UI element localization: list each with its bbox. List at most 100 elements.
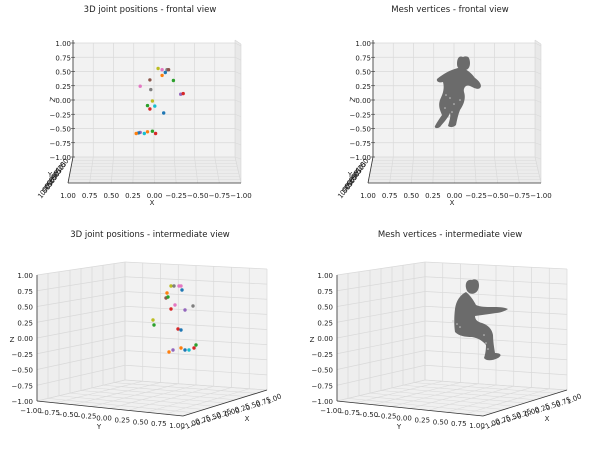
joint-point [163,70,167,75]
z-tick-label: −0.25 [350,111,371,119]
y-tick-label: −1.00 [20,407,41,415]
y-tick-label: 0.00 [396,415,412,423]
z-tick-label: −0.25 [312,351,333,359]
joint-point [165,291,169,295]
plot-3d-intermediate[interactable]: 1.000.750.500.250.00−0.25−0.50−0.75−1.00… [300,225,600,450]
z-tick-label: 0.50 [55,69,71,77]
y-tick-label: −0.50 [357,411,378,419]
joint-point [138,84,142,88]
joint-point [149,87,153,92]
joint-point [148,78,152,82]
y-tick-label: 0.50 [433,418,449,426]
z-tick-label: 0.00 [317,335,333,343]
z-tick-label: 1.00 [355,40,371,48]
z-axis-label: Z [349,96,358,102]
plot-3d-frontal[interactable]: 1.000.750.500.250.00−0.25−0.50−0.75−1.00… [300,0,600,225]
y-tick-label: 0.50 [133,418,149,426]
z-tick-label: 0.50 [317,304,333,312]
x-tick-label: 0.25 [425,192,441,200]
joint-point [148,107,152,111]
z-tick-label: −1.00 [50,154,71,162]
z-tick-label: −0.50 [312,367,333,375]
joint-point [169,307,173,311]
joint-point [183,308,187,312]
z-tick-label: −0.75 [312,382,333,390]
joint-point [145,130,150,134]
z-tick-label: −1.00 [350,154,371,162]
joint-point [176,327,180,331]
y-tick-label: 0.00 [96,415,112,423]
y-tick-label: 1.00 [469,422,485,430]
x-tick-label: 1.00 [565,392,583,406]
joint-point [172,284,176,288]
y-axis-label: Y [396,423,402,431]
x-tick-label: −1.00 [530,192,551,200]
x-axis-label: X [150,199,155,207]
joint-point [173,303,177,307]
panel-mesh-frontal: Mesh vertices - frontal view 1.00 0.75 0.5… [300,0,600,225]
y-tick-label: −0.50 [57,411,78,419]
x-tick-label: −1.00 [230,192,251,200]
joint-point [187,348,191,352]
z-tick-label: −0.75 [50,140,71,148]
panel-title: 3D joint positions - frontal view [83,5,217,15]
panel-mesh-intermediate: Mesh vertices - intermediate view 1.00 0.… [300,225,600,450]
joint-point [150,99,155,103]
z-tick-label: −0.75 [12,382,33,390]
z-tick-label: 0.25 [55,83,71,91]
z-axis-label: Z [49,96,58,102]
joint-point [183,348,187,352]
joint-point [134,131,138,136]
z-tick-label: −0.50 [12,367,33,375]
joint-point [179,284,183,288]
y-tick-label: −1.00 [320,407,341,415]
z-tick-label: −0.50 [50,126,71,134]
z-tick-label: 0.00 [17,335,33,343]
y-tick-label: 0.75 [151,420,167,428]
z-tick-label: 0.00 [55,97,71,105]
panel-joints-frontal: 3D joint positions - frontal view 1.00 0.… [0,0,300,225]
z-tick-label: −0.25 [12,351,33,359]
mesh-figure-crouch [434,56,481,129]
z-tick-label: 0.75 [17,288,33,296]
joint-point [169,284,173,288]
panel-title: Mesh vertices - intermediate view [377,230,523,240]
z-tick-label: −0.25 [50,111,71,119]
joint-point [171,348,175,352]
joint-point [181,91,185,96]
panel-title: 3D joint positions - intermediate view [70,230,230,240]
z-tick-label: 0.75 [355,54,371,62]
joint-point [180,288,184,292]
joint-point [156,66,160,71]
x-tick-label: 0.50 [403,192,419,200]
joint-point [192,346,196,350]
x-tick-label: −0.25 [465,192,486,200]
z-tick-label: 1.00 [317,272,333,280]
z-tick-label: −1.00 [312,398,333,406]
y-axis-label: Y [347,171,353,179]
plot-3d-frontal[interactable]: 1.000.750.500.250.00−0.25−0.50−0.75−1.00… [0,0,300,225]
joint-point [153,104,157,108]
joint-point [150,129,155,133]
x-axis-label: X [245,415,250,423]
floor-pane [37,380,267,416]
z-tick-label: 1.00 [17,272,33,280]
x-axis-label: X [450,199,455,207]
mesh-figure-jump [454,279,508,361]
z-axis-label: Z [10,336,15,344]
z-tick-label: 0.50 [17,304,33,312]
plot-3d-intermediate[interactable]: 1.000.750.500.250.00−0.25−0.50−0.75−1.00… [0,225,300,450]
joint-point [151,318,155,322]
z-tick-label: 0.75 [317,288,333,296]
z-tick-label: −0.75 [350,140,371,148]
z-tick-label: 0.25 [17,319,33,327]
x-tick-label: 0.25 [125,192,141,200]
panel-joints-intermediate: 3D joint positions - intermediate view 1… [0,225,300,450]
y-tick-label: −0.75 [339,409,360,417]
joint-point [179,328,183,332]
x-tick-label: 0.50 [103,192,119,200]
x-tick-label: −0.25 [165,192,186,200]
z-tick-label: 1.00 [55,40,71,48]
y-tick-label: 0.75 [451,420,467,428]
x-tick-label: −0.50 [187,192,208,200]
